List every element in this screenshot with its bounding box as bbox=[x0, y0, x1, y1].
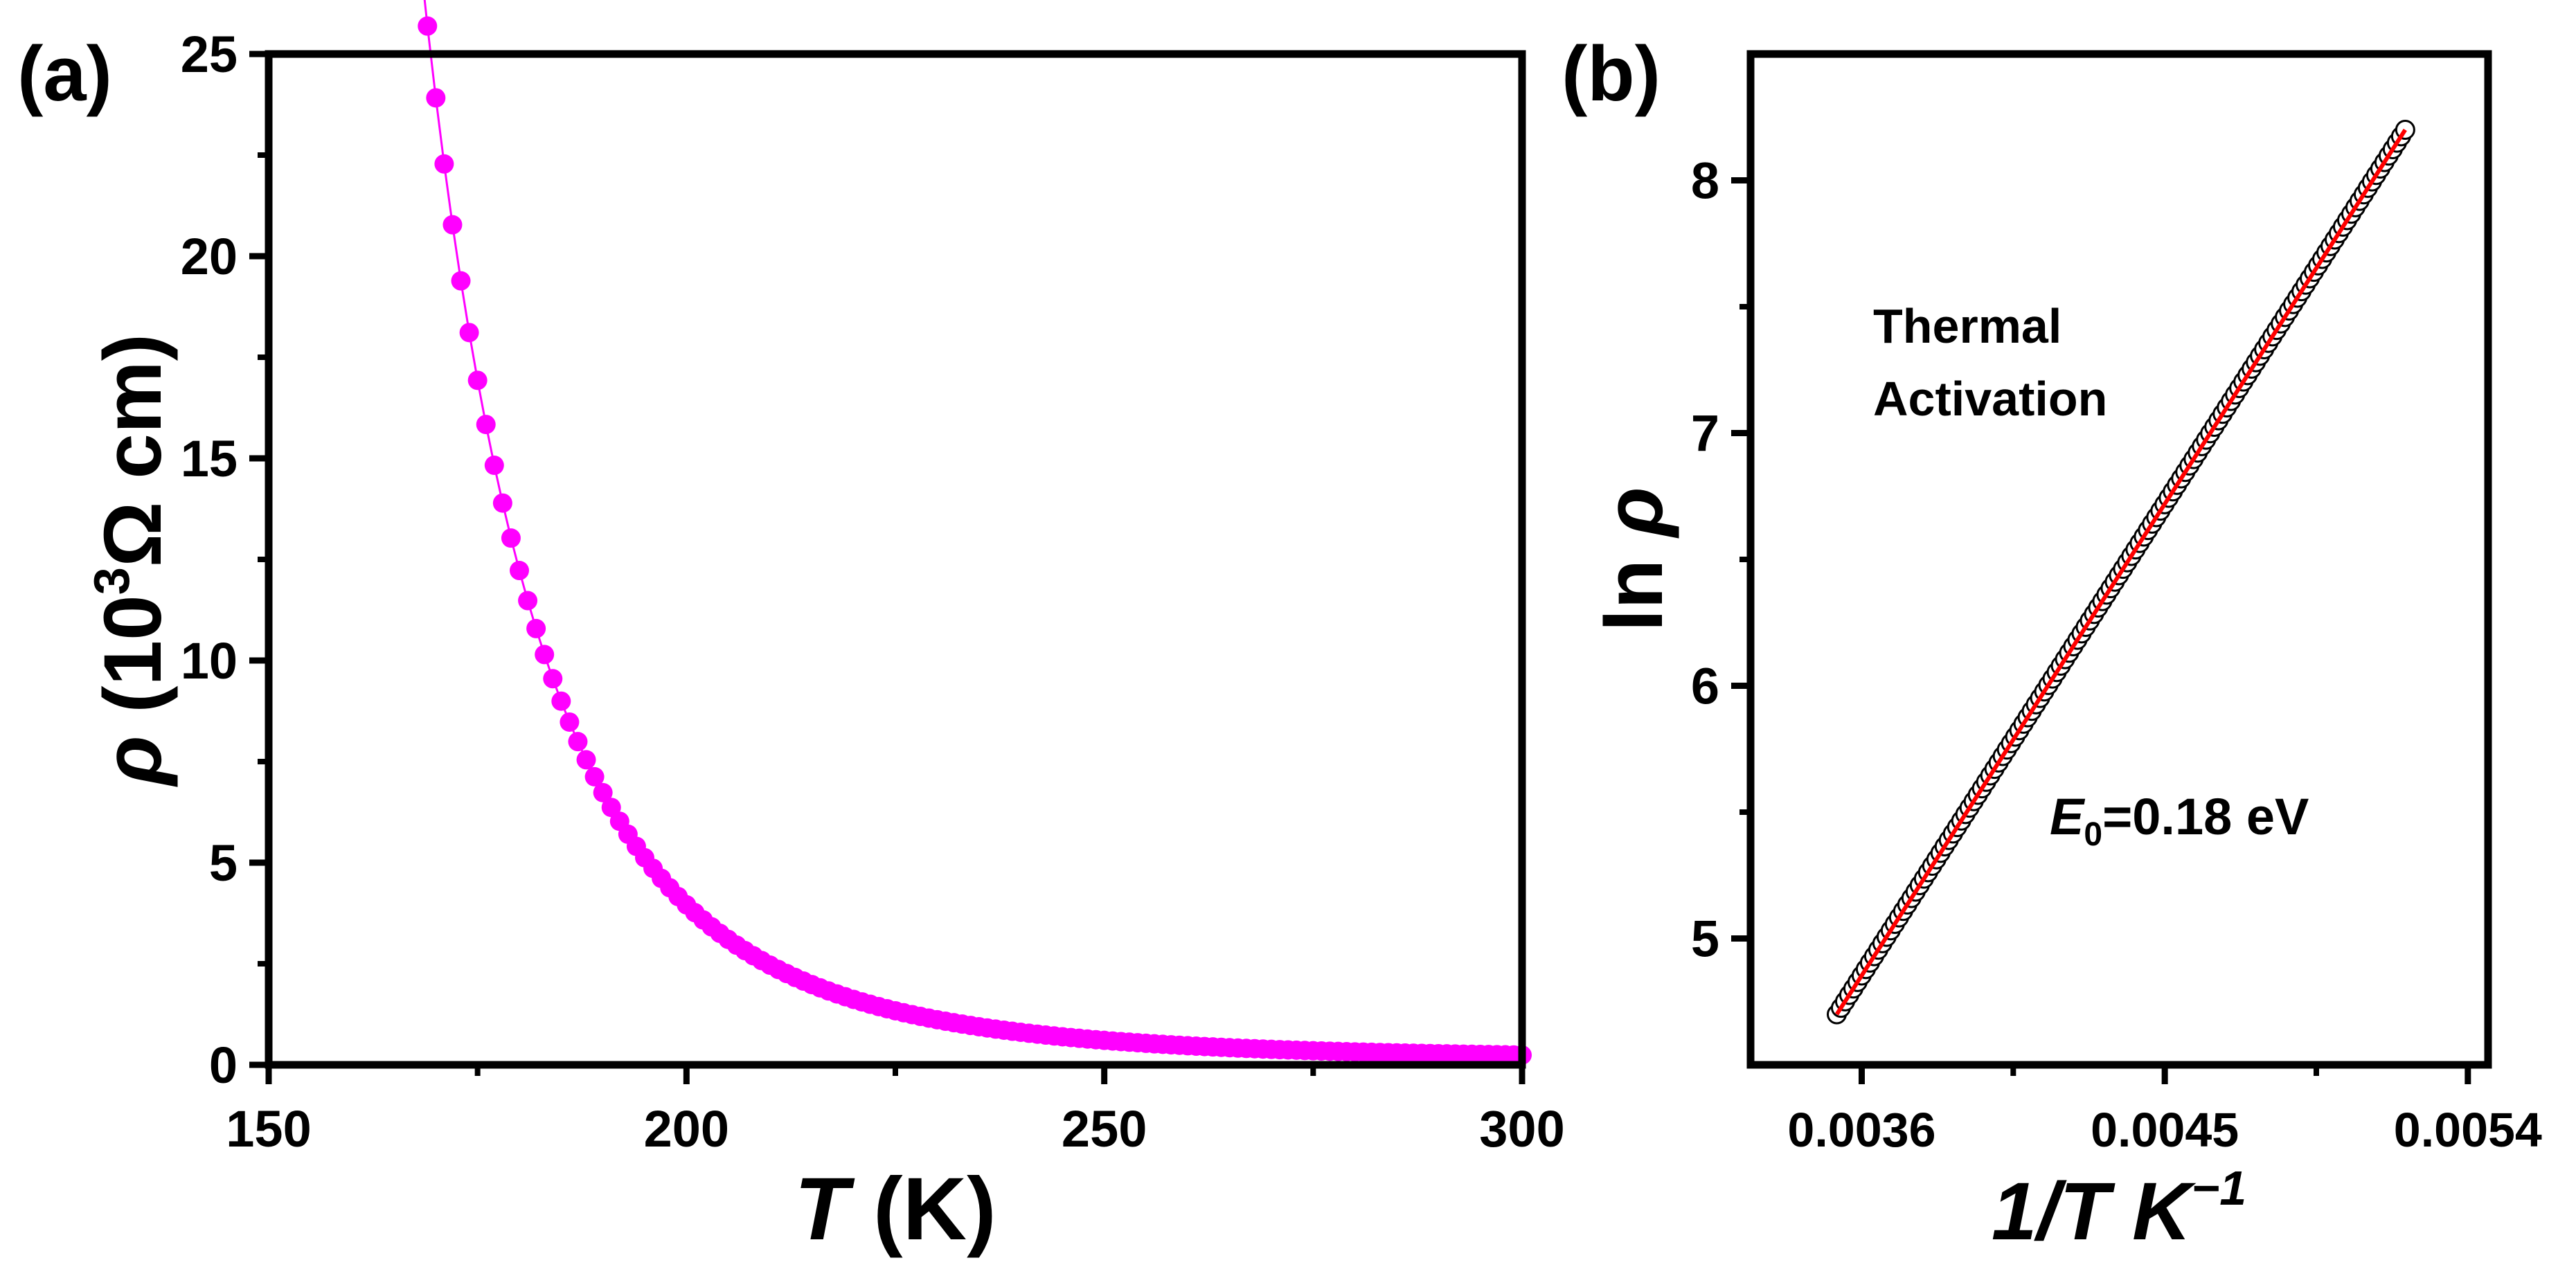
data-point bbox=[510, 561, 529, 581]
data-point bbox=[568, 732, 588, 752]
panel-a-x-axis-label: T (K) bbox=[794, 1160, 996, 1259]
fit-line bbox=[1834, 128, 2407, 1016]
data-point bbox=[576, 750, 596, 770]
panel-b: (b) 0.0036 0.0045 0.0054 5 6 7 8 Thermal Activ… bbox=[1562, 30, 2542, 1257]
y-tick-label: 6 bbox=[1691, 658, 1719, 715]
panel-b-tick-labels: 0.0036 0.0045 0.0054 5 6 7 8 bbox=[1691, 152, 2542, 1158]
annotation-activation: Activation bbox=[1873, 372, 2107, 426]
data-point bbox=[535, 645, 555, 665]
panel-a-tick-labels: 150 200 250 300 0 5 10 15 20 25 bbox=[181, 26, 1565, 1158]
panel-b-fit-line bbox=[1834, 128, 2407, 1016]
y-tick-label: 5 bbox=[209, 834, 238, 892]
x-tick-label: 200 bbox=[644, 1100, 729, 1158]
data-point bbox=[459, 323, 479, 343]
data-point bbox=[442, 215, 463, 235]
data-point bbox=[451, 271, 471, 291]
panel-a: (a) 150 200 250 300 0 5 10 15 20 25 T (K) ρ (103Ω… bbox=[17, 0, 1565, 1259]
data-point bbox=[418, 16, 438, 36]
data-point bbox=[501, 528, 521, 548]
data-point bbox=[467, 370, 488, 390]
y-tick-label: 10 bbox=[181, 632, 238, 690]
panel-b-x-axis-label: 1/T K−1 bbox=[1992, 1161, 2246, 1257]
data-point bbox=[476, 415, 496, 435]
y-tick-label: 5 bbox=[1691, 910, 1719, 968]
data-point bbox=[492, 493, 512, 513]
data-point bbox=[484, 456, 504, 476]
data-point bbox=[560, 712, 580, 732]
data-point bbox=[526, 618, 546, 638]
annotation-energy: E0=0.18 eV bbox=[2050, 788, 2309, 853]
panel-a-series bbox=[418, 0, 1532, 1065]
y-tick-label: 25 bbox=[181, 26, 238, 83]
x-tick-label: 0.0054 bbox=[2394, 1103, 2542, 1157]
panel-a-y-axis-label: ρ (103Ω cm) bbox=[84, 334, 179, 787]
data-point bbox=[551, 691, 571, 711]
data-point bbox=[543, 669, 563, 689]
y-tick-label: 15 bbox=[181, 430, 238, 487]
panel-b-label: (b) bbox=[1562, 30, 1661, 117]
x-tick-label: 250 bbox=[1062, 1100, 1147, 1158]
panel-b-y-axis-label: ln ρ bbox=[1589, 487, 1680, 631]
data-point bbox=[434, 154, 454, 174]
data-point bbox=[593, 782, 613, 802]
data-point bbox=[584, 766, 605, 787]
panel-b-frame bbox=[1746, 50, 2492, 1069]
y-tick-label: 20 bbox=[181, 228, 238, 285]
data-point bbox=[518, 591, 538, 611]
y-tick-label: 8 bbox=[1691, 152, 1719, 210]
y-tick-label: 7 bbox=[1691, 405, 1719, 462]
panel-a-ticks bbox=[249, 51, 1526, 1084]
annotation-thermal: Thermal bbox=[1873, 299, 2061, 353]
x-tick-label: 150 bbox=[226, 1100, 311, 1158]
panel-a-frame bbox=[265, 50, 1526, 1069]
panel-b-ticks bbox=[1731, 177, 2471, 1084]
y-tick-label: 0 bbox=[209, 1036, 238, 1094]
data-point bbox=[426, 88, 446, 108]
x-tick-label: 0.0045 bbox=[2091, 1103, 2239, 1157]
panel-a-label: (a) bbox=[17, 30, 112, 117]
x-tick-label: 300 bbox=[1479, 1100, 1564, 1158]
x-tick-label: 0.0036 bbox=[1787, 1103, 1935, 1157]
series-line bbox=[423, 0, 1523, 1057]
